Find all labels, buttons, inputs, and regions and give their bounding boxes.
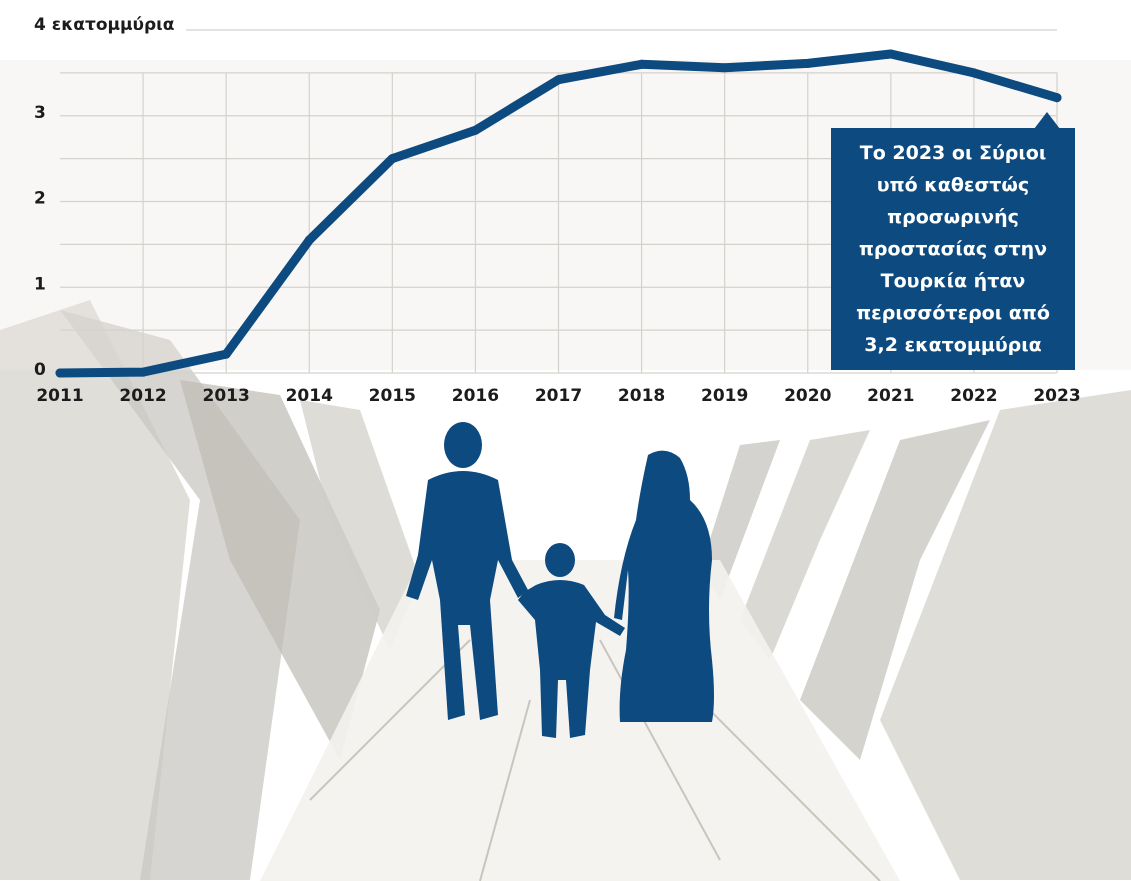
tent-shape: [300, 400, 420, 650]
tent-shape: [0, 300, 190, 880]
data-point: [1052, 93, 1062, 103]
y-tick-label: 2: [34, 189, 46, 209]
x-tick-label: 2015: [369, 386, 416, 406]
data-point: [55, 368, 65, 378]
mother-figure: [614, 450, 714, 722]
data-point: [221, 349, 231, 359]
tent-shape: [740, 430, 870, 660]
path-line: [599, 639, 721, 861]
family-silhouette: [406, 422, 714, 738]
y-axis-top-label: 4 εκατομμύρια: [34, 15, 174, 35]
x-tick-label: 2022: [950, 386, 997, 406]
x-tick-label: 2016: [452, 386, 499, 406]
x-tick-label: 2020: [784, 386, 831, 406]
x-tick-label: 2013: [203, 386, 250, 406]
data-point: [138, 367, 148, 377]
x-tick-label: 2023: [1033, 386, 1080, 406]
data-point: [886, 49, 896, 59]
tent-shape: [180, 380, 380, 760]
x-tick-label: 2017: [535, 386, 582, 406]
series-layer: [55, 49, 1062, 378]
x-tick-label: 2018: [618, 386, 665, 406]
data-point: [637, 59, 647, 69]
data-point: [470, 125, 480, 135]
y-tick-label: 1: [34, 274, 46, 294]
data-point: [969, 68, 979, 78]
tent-shape: [800, 420, 990, 760]
data-point: [304, 235, 314, 245]
x-tick-label: 2014: [286, 386, 333, 406]
callout-pointer: [1034, 112, 1060, 129]
path-line: [309, 639, 471, 801]
path-line: [479, 699, 531, 881]
annotation-callout: Το 2023 οι Σύριοι υπό καθεστώς προσωρινή…: [831, 128, 1075, 370]
father-figure: [406, 422, 528, 720]
y-tick-label: 0: [34, 360, 46, 380]
annotation-text: Το 2023 οι Σύριοι υπό καθεστώς προσωρινή…: [856, 142, 1050, 356]
child-figure: [518, 543, 625, 738]
x-axis: 2011 2012 2013 2014 2015 2016 2017 2018 2019 2020…: [36, 386, 1080, 406]
y-tick-label: 3: [34, 103, 46, 123]
x-tick-label: 2012: [119, 386, 166, 406]
data-point: [720, 63, 730, 73]
data-point: [387, 154, 397, 164]
x-tick-label: 2021: [867, 386, 914, 406]
data-point: [554, 75, 563, 85]
data-point: [803, 58, 813, 68]
y-axis: 0 1 2 3: [34, 103, 46, 380]
x-tick-label: 2011: [36, 386, 83, 406]
x-tick-label: 2019: [701, 386, 748, 406]
tent-shape: [880, 390, 1131, 880]
